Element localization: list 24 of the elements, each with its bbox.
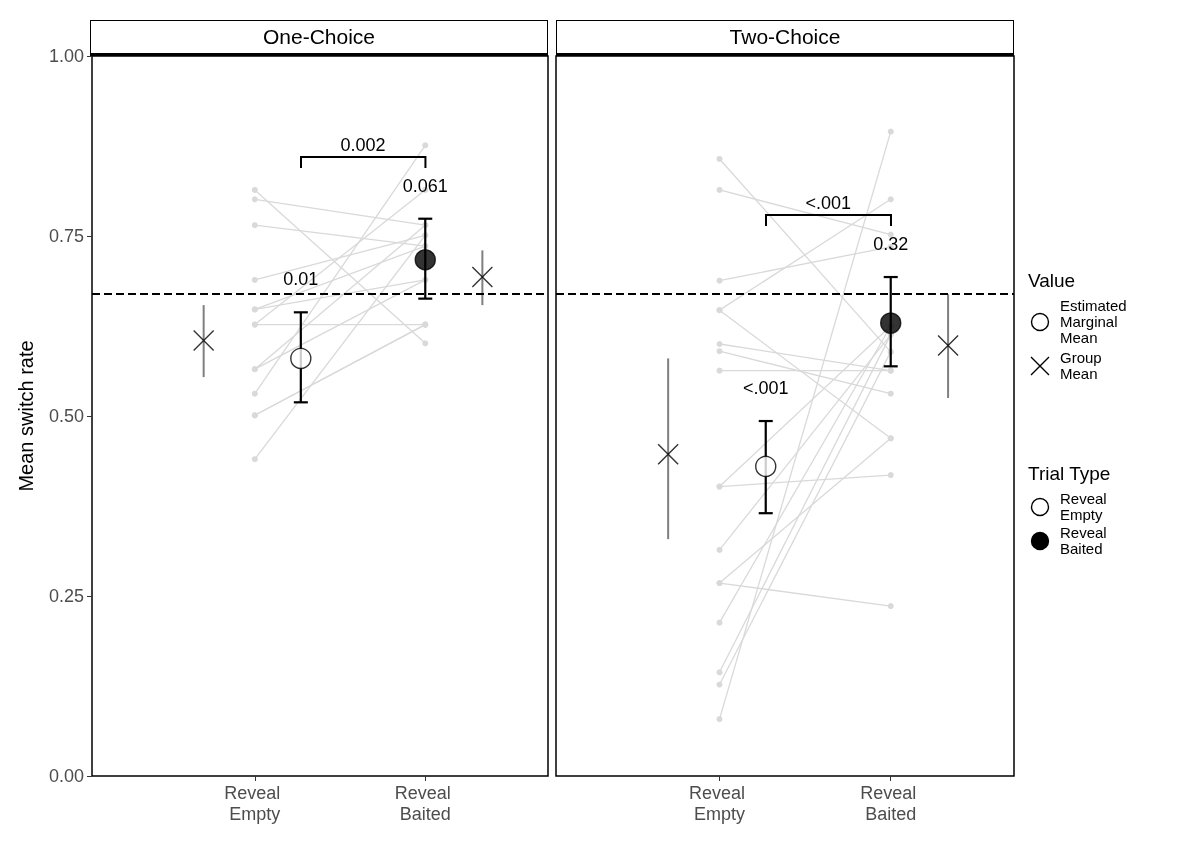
- text: Trial Type: [1028, 463, 1112, 485]
- y-tick-label: 1.00: [48, 46, 84, 66]
- x-tick-label: Reveal Empty: [688, 782, 751, 824]
- annotation: 0.32: [873, 234, 909, 255]
- y-axis-title: Mean switch rate: [15, 340, 37, 492]
- legend-label: Estimated Marginal Mean: [1060, 297, 1128, 346]
- chart-title: One-Choice: [90, 20, 548, 56]
- category-label: Reveal Empty: [1060, 490, 1107, 523]
- annotation: 0.01: [283, 269, 319, 290]
- x-tick-label: Reveal Baited: [860, 782, 922, 824]
- y-tick-label: 0.50: [48, 406, 84, 426]
- annotation: <.001: [742, 378, 789, 399]
- y-tick-label: 0.75: [48, 226, 84, 246]
- annotation: 0.002: [340, 134, 386, 155]
- x-tick-label: Reveal Empty: [224, 782, 286, 824]
- x-tick-label: Reveal Baited: [394, 782, 456, 824]
- annotation: <.001: [805, 193, 851, 214]
- y-tick-label: 0.00: [48, 766, 84, 786]
- category-label: Reveal Baited: [1060, 524, 1107, 557]
- annotation: 0.061: [402, 175, 448, 196]
- chart-title: Two-Choice: [556, 20, 1014, 56]
- legend-label: Group Mean: [1060, 349, 1103, 382]
- y-tick-label: 0.25: [48, 586, 84, 606]
- legend-title: Value: [1028, 270, 1077, 292]
